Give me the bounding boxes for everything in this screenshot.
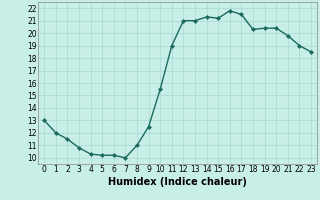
X-axis label: Humidex (Indice chaleur): Humidex (Indice chaleur) — [108, 177, 247, 187]
